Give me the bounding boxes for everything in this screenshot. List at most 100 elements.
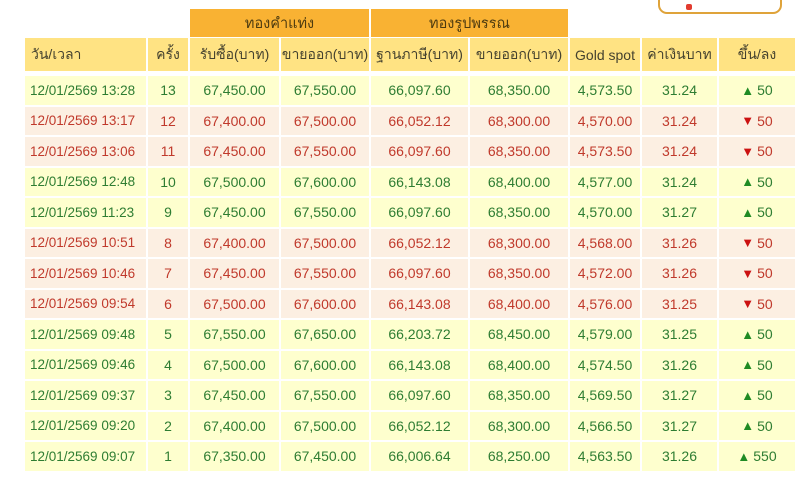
table-cell-change: ▼ 50 [719,289,795,318]
table-cell-datetime: 12/01/2569 13:06 [25,137,146,166]
table-cell-orn-tax-base: 66,143.08 [371,289,468,318]
table-cell-bar-buy: 67,400.00 [190,228,279,257]
table-cell-baht-rate: 31.24 [642,167,717,196]
down-arrow-icon: ▼ [741,113,755,129]
change-value: 50 [757,356,773,373]
table-cell-bar-sell: 67,450.00 [281,442,369,471]
col-header-datetime: วัน/เวลา [25,38,146,71]
table-cell-bar-buy: 67,450.00 [190,137,279,166]
table-cell-orn-sell: 68,350.00 [470,76,568,105]
table-cell-change: ▲ 50 [719,381,795,410]
table-cell-orn-sell: 68,400.00 [470,289,568,318]
table-cell-bar-sell: 67,550.00 [281,381,369,410]
table-cell-orn-tax-base: 66,143.08 [371,167,468,196]
table-cell-datetime: 12/01/2569 10:51 [25,228,146,257]
table-cell-round: 7 [148,259,188,288]
table-cell-bar-sell: 67,500.00 [281,411,369,440]
table-cell-datetime: 12/01/2569 09:48 [25,320,146,349]
up-arrow-icon: ▲ [741,387,755,403]
change-value: 50 [757,234,773,251]
table-cell-bar-sell: 67,550.00 [281,259,369,288]
table-cell-change: ▲ 50 [719,320,795,349]
table-cell-change: ▼ 50 [719,228,795,257]
table-cell-gold-spot: 4,574.50 [570,350,640,379]
table-cell-gold-spot: 4,568.00 [570,228,640,257]
price-table-body: 12/01/2569 13:28 13 67,450.00 67,550.00 66,0… [25,76,795,471]
col-header-gold-spot: Gold spot [570,38,640,71]
table-cell-gold-spot: 4,573.50 [570,76,640,105]
table-cell-orn-tax-base: 66,097.60 [371,198,468,227]
table-cell-datetime: 12/01/2569 09:20 [25,411,146,440]
table-cell-baht-rate: 31.27 [642,198,717,227]
table-cell-gold-spot: 4,577.00 [570,167,640,196]
table-cell-round: 4 [148,350,188,379]
table-cell-orn-tax-base: 66,203.72 [371,320,468,349]
table-cell-orn-sell: 68,350.00 [470,259,568,288]
table-cell-gold-spot: 4,569.50 [570,381,640,410]
table-cell-orn-sell: 68,400.00 [470,350,568,379]
table-cell-orn-sell: 68,450.00 [470,320,568,349]
table-cell-orn-tax-base: 66,097.60 [371,381,468,410]
table-cell-bar-buy: 67,500.00 [190,350,279,379]
table-cell-datetime: 12/01/2569 09:07 [25,442,146,471]
table-cell-bar-buy: 67,350.00 [190,442,279,471]
group-header-gold-bar-label: ทองคำแท่ง [244,15,315,32]
table-cell-gold-spot: 4,566.50 [570,411,640,440]
table-cell-orn-tax-base: 66,052.12 [371,411,468,440]
top-partial-button[interactable] [658,0,782,14]
table-cell-orn-sell: 68,350.00 [470,381,568,410]
col-header-up-down: ขึ้น/ลง [719,38,795,71]
col-header-orn-sell: ขายออก(บาท) [470,38,568,71]
table-cell-datetime: 12/01/2569 09:54 [25,289,146,318]
table-cell-datetime: 12/01/2569 11:23 [25,198,146,227]
table-cell-bar-sell: 67,550.00 [281,76,369,105]
group-header-gold-ornament: ทองรูปพรรณ [371,9,568,37]
table-cell-bar-sell: 67,600.00 [281,167,369,196]
table-cell-change: ▲ 50 [719,411,795,440]
table-cell-round: 9 [148,198,188,227]
table-cell-change: ▲ 50 [719,76,795,105]
table-cell-gold-spot: 4,563.50 [570,442,640,471]
table-cell-bar-sell: 67,600.00 [281,350,369,379]
change-value: 50 [757,143,773,160]
table-cell-baht-rate: 31.25 [642,289,717,318]
down-arrow-icon: ▼ [741,265,755,281]
table-cell-gold-spot: 4,570.00 [570,106,640,135]
table-cell-bar-sell: 67,500.00 [281,106,369,135]
change-value: 50 [757,295,773,312]
table-cell-baht-rate: 31.24 [642,137,717,166]
table-cell-gold-spot: 4,576.00 [570,289,640,318]
change-value: 50 [757,204,773,221]
table-cell-baht-rate: 31.26 [642,442,717,471]
table-cell-change: ▼ 50 [719,137,795,166]
down-arrow-icon: ▼ [741,235,755,251]
up-arrow-icon: ▲ [741,326,755,342]
change-value: 50 [757,82,773,99]
table-cell-round: 6 [148,289,188,318]
table-cell-round: 5 [148,320,188,349]
table-cell-bar-sell: 67,650.00 [281,320,369,349]
change-value: 550 [753,448,777,465]
table-cell-baht-rate: 31.27 [642,411,717,440]
table-cell-baht-rate: 31.27 [642,381,717,410]
table-cell-datetime: 12/01/2569 09:46 [25,350,146,379]
table-cell-orn-tax-base: 66,097.60 [371,76,468,105]
col-header-bar-sell: ขายออก(บาท) [281,38,369,71]
table-cell-change: ▲ 550 [719,442,795,471]
table-cell-bar-buy: 67,400.00 [190,411,279,440]
table-cell-change: ▲ 50 [719,198,795,227]
table-header-row: วัน/เวลา ครั้ง รับซื้อ(บาท) ขายออก(บาท) … [25,38,795,71]
red-glyph-fragment-icon [686,4,692,10]
change-value: 50 [757,112,773,129]
table-cell-gold-spot: 4,570.00 [570,198,640,227]
table-cell-orn-tax-base: 66,052.12 [371,106,468,135]
table-cell-bar-buy: 67,500.00 [190,167,279,196]
table-cell-bar-buy: 67,550.00 [190,320,279,349]
table-cell-baht-rate: 31.24 [642,76,717,105]
table-cell-orn-tax-base: 66,097.60 [371,137,468,166]
table-cell-datetime: 12/01/2569 10:46 [25,259,146,288]
table-cell-baht-rate: 31.26 [642,259,717,288]
table-cell-orn-tax-base: 66,052.12 [371,228,468,257]
table-cell-round: 10 [148,167,188,196]
